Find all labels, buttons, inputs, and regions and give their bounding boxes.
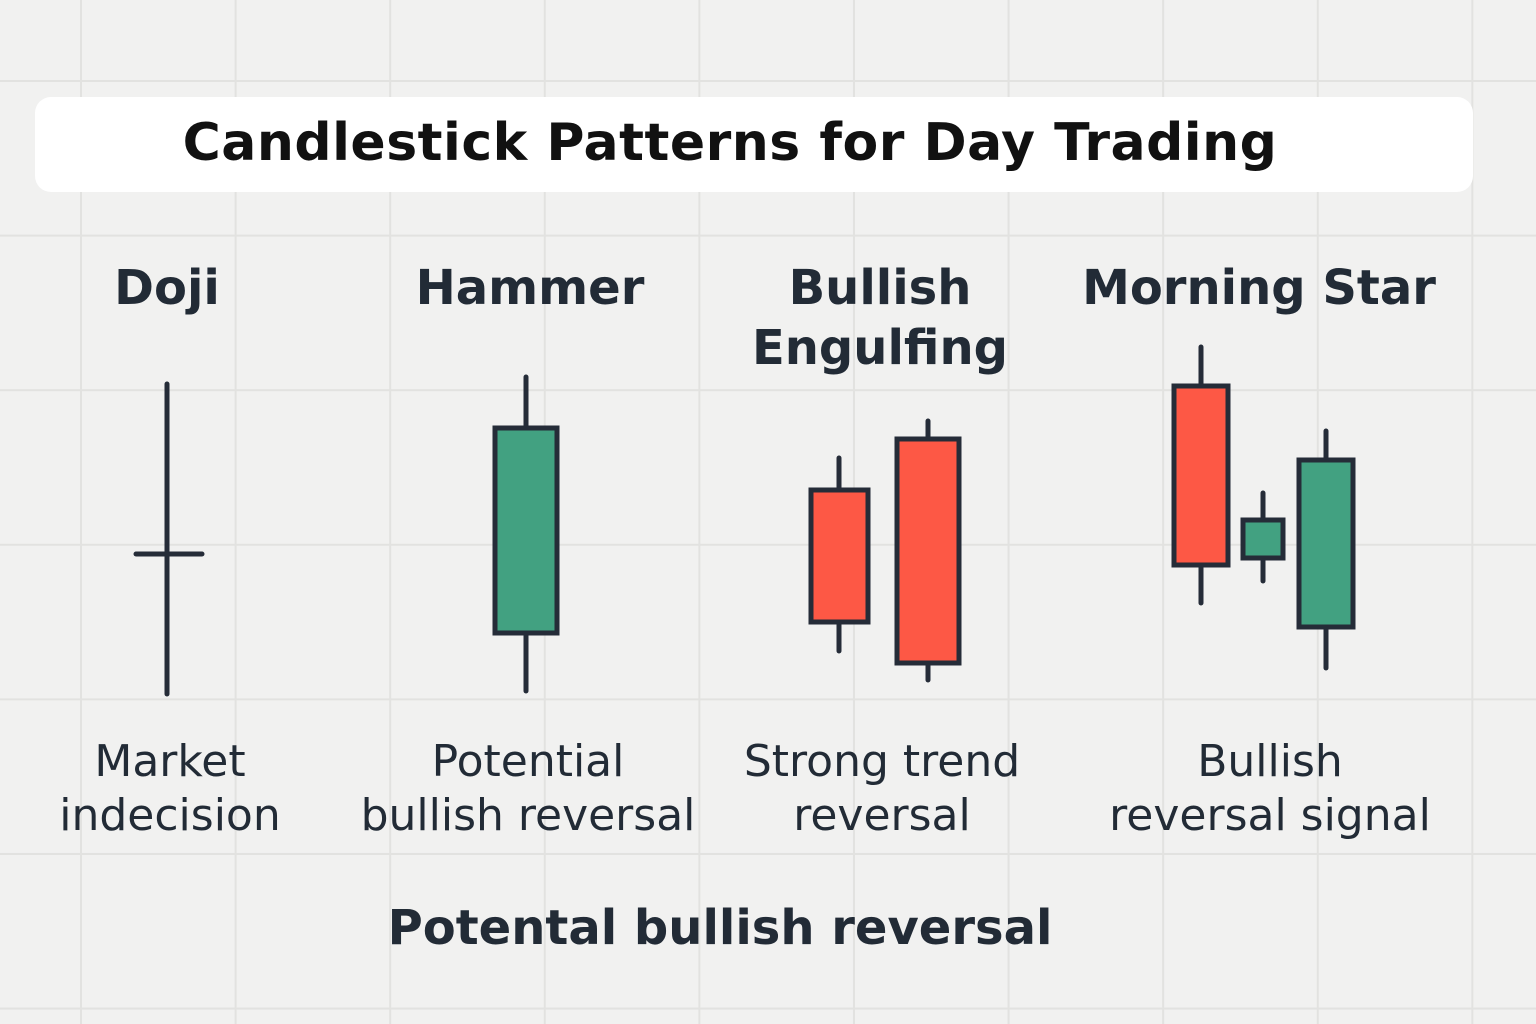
engulfing-candle-small — [808, 455, 871, 654]
pattern-name-hammer: Hammer — [350, 258, 710, 318]
pattern-description-hammer: Potential bullish reversal — [338, 735, 718, 843]
doji-candle — [133, 381, 205, 697]
candle-body-bearish — [1171, 383, 1231, 568]
pattern-description-morning-star: Bullish reversal signal — [1080, 735, 1460, 843]
description-line: Potential — [431, 736, 625, 787]
morning-star-candle-1 — [1171, 344, 1231, 606]
pattern-description-bullish-engulfing: Strong trend reversal — [692, 735, 1072, 843]
description-line: Bullish — [1197, 736, 1343, 787]
candle-body-bearish — [808, 487, 871, 625]
description-line: Strong trend — [743, 736, 1021, 787]
pattern-name-doji: Doji — [0, 258, 347, 318]
engulfing-candle-large — [894, 418, 962, 683]
candle-body-bullish — [492, 425, 560, 636]
pattern-name-bullish-engulfing: Bullish Engulfing — [700, 258, 1060, 378]
pattern-name-line: Hammer — [415, 260, 645, 316]
diagram-title: Candlestick Patterns for Day Trading — [182, 113, 1278, 173]
pattern-description-doji: Market indecision — [0, 735, 360, 843]
pattern-name-morning-star: Morning Star — [1079, 258, 1439, 318]
footer-caption: Potental bullish reversal — [387, 900, 1053, 956]
description-line: reversal — [793, 790, 971, 841]
description-line: bullish reversal — [360, 790, 696, 841]
pattern-name-line: Doji — [114, 260, 220, 316]
description-line: reversal signal — [1109, 790, 1431, 841]
description-line: Market — [94, 736, 246, 787]
candle-body-bullish — [1240, 517, 1286, 561]
hammer-candle — [492, 374, 560, 694]
morning-star-candle-2 — [1240, 490, 1286, 584]
candle-body-bearish — [894, 436, 962, 666]
candle-body-bullish — [1296, 457, 1356, 630]
pattern-name-line: Bullish — [788, 260, 972, 316]
pattern-name-line: Engulfing — [751, 320, 1009, 376]
description-line: indecision — [59, 790, 281, 841]
title-card — [35, 97, 1473, 192]
pattern-name-line: Morning Star — [1082, 260, 1436, 316]
morning-star-candle-3 — [1296, 428, 1356, 671]
